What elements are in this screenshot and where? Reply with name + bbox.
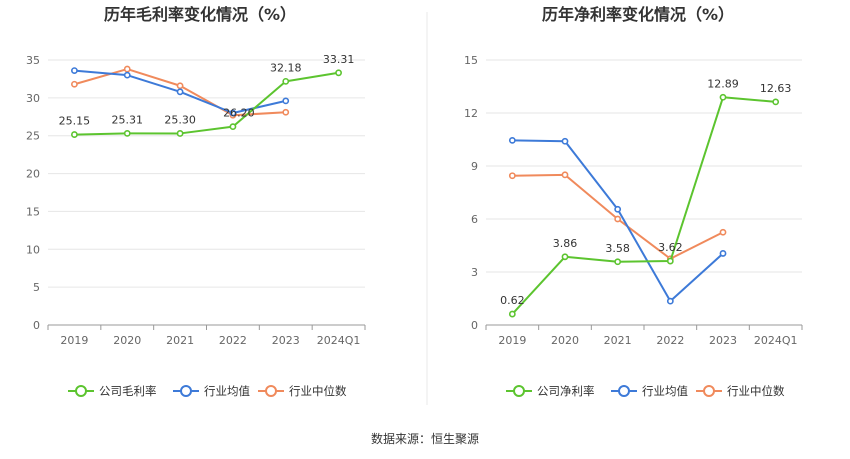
series-2: [71, 67, 290, 117]
gross-margin-chart: 历年毛利率变化情况（%） 0 5 10 15 20 25 30 35 2019 2020 2021 20…: [26, 5, 366, 398]
x-tick-label: 2023: [709, 334, 737, 347]
x-tick-label: 2022: [656, 334, 684, 347]
data-point[interactable]: [176, 88, 184, 96]
data-point[interactable]: [123, 65, 131, 73]
legend-label: 公司毛利率: [99, 384, 157, 398]
data-point[interactable]: [71, 80, 78, 88]
y-tick-label: 35: [26, 54, 40, 67]
y-tick-label: 6: [471, 213, 478, 226]
data-point[interactable]: [229, 123, 237, 131]
legend-item-3[interactable]: 行业中位数: [696, 384, 785, 398]
y-tick-label: 0: [471, 319, 478, 332]
legend-marker-icon: [180, 385, 192, 397]
legend-item-2[interactable]: 行业均值: [173, 384, 250, 398]
data-point[interactable]: [719, 93, 727, 101]
legend-label: 行业中位数: [727, 384, 785, 398]
data-point[interactable]: [282, 77, 290, 85]
data-point[interactable]: [335, 69, 342, 77]
x-tick-label: 2022: [219, 334, 247, 347]
y-tick-label: 30: [26, 92, 40, 105]
y-tick-label: 3: [471, 266, 478, 279]
data-label: 32.18: [270, 61, 302, 74]
data-point[interactable]: [71, 131, 78, 138]
x-tick-label: 2021: [604, 334, 632, 347]
x-tick-label: 2021: [166, 334, 194, 347]
series-3: [508, 171, 727, 263]
data-label: 25.31: [112, 113, 144, 126]
data-point[interactable]: [614, 215, 622, 223]
data-point[interactable]: [508, 136, 516, 144]
legend-item-2[interactable]: 行业均值: [611, 384, 688, 398]
data-point[interactable]: [282, 108, 290, 116]
data-point[interactable]: [772, 98, 780, 106]
data-label: 3.62: [658, 241, 683, 254]
legend-marker-icon: [265, 385, 277, 397]
x-tick-label: 2020: [113, 334, 141, 347]
data-label: 0.62: [500, 294, 525, 307]
x-tick-label: 2019: [60, 334, 88, 347]
y-tick-label: 9: [471, 160, 478, 173]
data-label: 25.30: [164, 113, 196, 126]
data-point[interactable]: [123, 71, 131, 79]
legend-marker-icon: [513, 385, 525, 397]
y-tick-label: 10: [26, 243, 40, 256]
legend-label: 行业均值: [642, 384, 688, 398]
legend-item-1[interactable]: 公司净利率: [506, 384, 595, 398]
data-point[interactable]: [719, 228, 727, 236]
data-label: 33.31: [323, 53, 355, 66]
data-point[interactable]: [561, 253, 569, 261]
legend-label: 行业中位数: [289, 384, 347, 398]
data-point[interactable]: [176, 82, 184, 90]
chart-title: 历年净利率变化情况（%）: [542, 5, 734, 24]
net-margin-chart: 历年净利率变化情况（%） 0 3 6 9 12 15 2019 2020 2021 2022 2023…: [464, 5, 803, 398]
legend-marker-icon: [703, 385, 715, 397]
y-tick-label: 25: [26, 130, 40, 143]
y-tick-label: 5: [33, 281, 40, 294]
source-label: 数据来源：恒生聚源: [371, 431, 479, 446]
data-label: 26.20: [223, 107, 255, 120]
data-point[interactable]: [508, 172, 516, 180]
x-tick-label: 2023: [272, 334, 300, 347]
data-label: 3.58: [605, 242, 630, 255]
data-label: 25.15: [59, 115, 91, 128]
legend-marker-icon: [75, 385, 87, 397]
data-point[interactable]: [666, 297, 674, 305]
series-2: [508, 136, 727, 305]
series-1: [71, 69, 342, 138]
data-point[interactable]: [176, 130, 184, 137]
x-tick-label: 2024Q1: [317, 334, 361, 347]
legend-label: 公司净利率: [537, 384, 595, 398]
series-line: [74, 71, 339, 136]
data-point[interactable]: [614, 205, 622, 213]
data-point[interactable]: [123, 129, 131, 137]
data-label: 3.86: [553, 237, 578, 250]
data-point[interactable]: [282, 97, 290, 105]
data-point[interactable]: [719, 250, 727, 257]
y-tick-label: 0: [33, 319, 40, 332]
data-point[interactable]: [508, 310, 516, 318]
y-tick-label: 15: [26, 205, 40, 218]
legend-marker-icon: [618, 385, 630, 397]
legend-item-3[interactable]: 行业中位数: [258, 384, 347, 398]
legend-item-1[interactable]: 公司毛利率: [68, 384, 157, 398]
series-line: [511, 96, 776, 315]
data-point[interactable]: [561, 137, 569, 145]
data-point[interactable]: [614, 258, 622, 266]
x-tick-label: 2024Q1: [754, 334, 798, 347]
y-tick-label: 12: [464, 107, 478, 120]
data-point[interactable]: [71, 67, 78, 74]
x-tick-label: 2019: [498, 334, 526, 347]
x-tick-label: 2020: [551, 334, 579, 347]
y-tick-label: 15: [464, 54, 478, 67]
data-label: 12.89: [707, 77, 739, 90]
chart-title: 历年毛利率变化情况（%）: [104, 5, 296, 24]
data-label: 12.63: [760, 82, 792, 95]
legend-label: 行业均值: [204, 384, 250, 398]
data-point[interactable]: [229, 109, 237, 117]
series-1: [508, 93, 780, 318]
data-point[interactable]: [666, 257, 674, 265]
y-tick-label: 20: [26, 168, 40, 181]
data-point[interactable]: [561, 171, 569, 179]
